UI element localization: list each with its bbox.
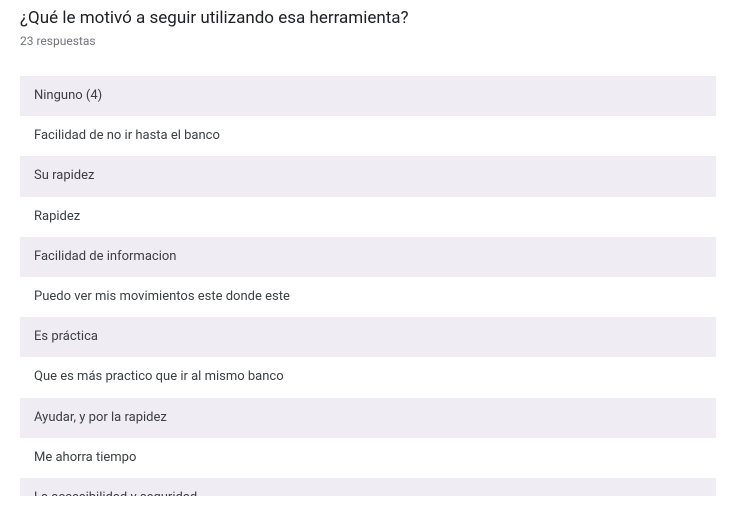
response-row: Puedo ver mis movimientos este donde est… <box>20 277 716 317</box>
response-row: La accesibilidad y seguridad <box>20 478 716 496</box>
response-text: Ayudar, y por la rapidez <box>34 410 167 425</box>
response-count: 23 respuestas <box>20 34 716 48</box>
response-row: Es práctica <box>20 317 716 357</box>
response-text: Rapidez <box>34 209 80 224</box>
response-text: Me ahorra tiempo <box>34 450 136 465</box>
responses-list[interactable]: Ninguno (4) Facilidad de no ir hasta el … <box>20 76 716 496</box>
response-text: Puedo ver mis movimientos este donde est… <box>34 289 290 304</box>
response-text: La accesibilidad y seguridad <box>34 490 197 496</box>
response-row: Facilidad de informacion <box>20 237 716 277</box>
response-text: Que es más practico que ir al mismo banc… <box>34 369 284 384</box>
response-row: Que es más practico que ir al mismo banc… <box>20 357 716 397</box>
response-text: Facilidad de no ir hasta el banco <box>34 128 220 143</box>
response-row: Ninguno (4) <box>20 76 716 116</box>
response-row: Me ahorra tiempo <box>20 438 716 478</box>
response-text: Es práctica <box>34 329 98 344</box>
response-row: Rapidez <box>20 197 716 237</box>
response-text: Facilidad de informacion <box>34 249 176 264</box>
response-text: Ninguno (4) <box>34 88 102 103</box>
response-row: Facilidad de no ir hasta el banco <box>20 116 716 156</box>
response-row: Su rapidez <box>20 156 716 196</box>
question-title: ¿Qué le motivó a seguir utilizando esa h… <box>20 8 716 28</box>
response-row: Ayudar, y por la rapidez <box>20 398 716 438</box>
response-text: Su rapidez <box>34 168 94 183</box>
